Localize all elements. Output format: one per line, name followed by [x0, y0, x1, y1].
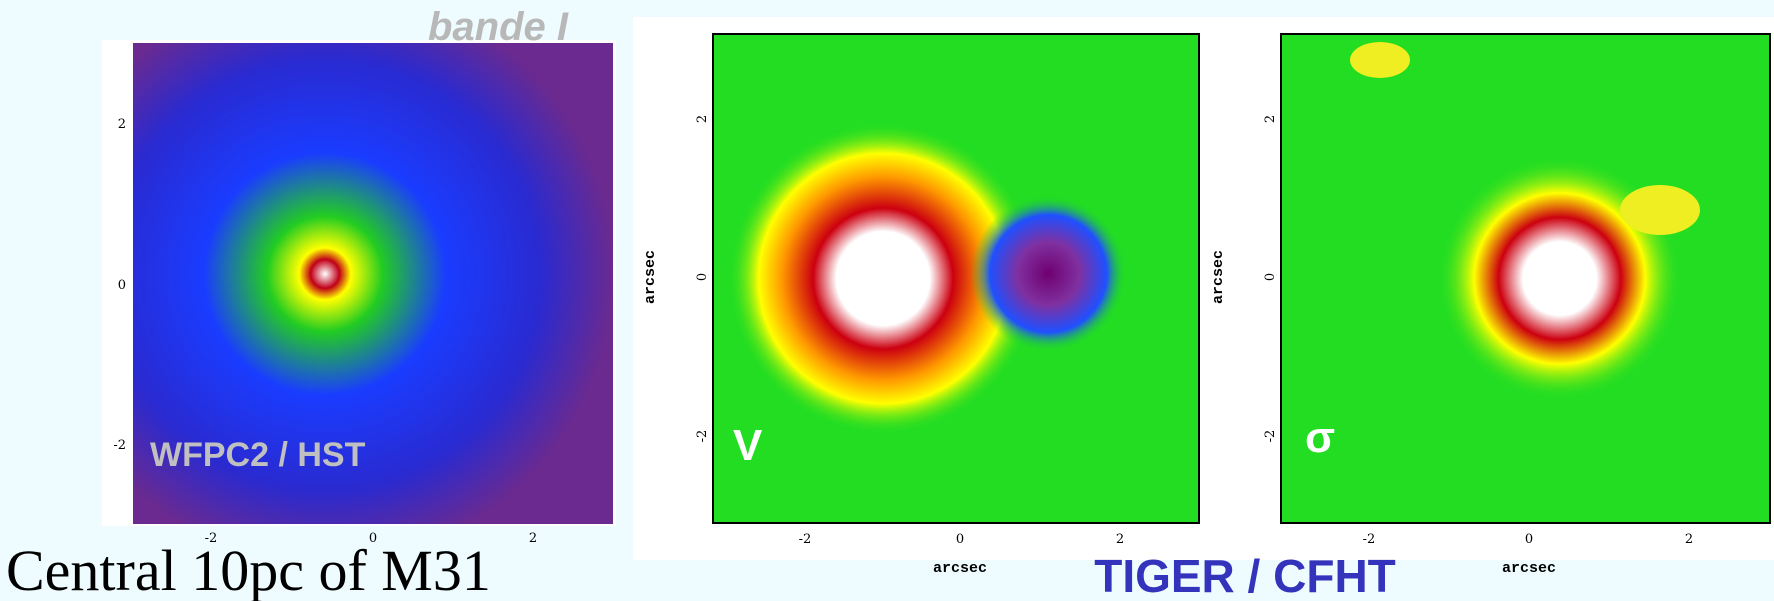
y-tick-label: 2 [695, 115, 710, 123]
x-tick-label: 2 [1116, 532, 1124, 547]
x-tick-label: -2 [799, 532, 812, 547]
panel-label: σ [1305, 413, 1335, 462]
y-tick-label: -2 [695, 430, 710, 443]
x-axis-label: arcsec [933, 560, 987, 577]
v-map-negative [713, 34, 1199, 523]
band-label: bande I [428, 5, 569, 49]
slide: bande I WFPC2 / HST 2 0 -2 -2 0 2 V 2 0 … [0, 0, 1774, 601]
y-axis-label: arcsec [642, 250, 659, 304]
x-tick-label: 0 [1525, 532, 1533, 547]
x-tick-label: 0 [956, 532, 964, 547]
panel-label: WFPC2 / HST [150, 436, 366, 474]
x-axis-label: arcsec [1502, 560, 1556, 577]
y-tick-label: -2 [1263, 430, 1278, 443]
x-tick-label: 2 [529, 531, 537, 546]
x-tick-label: -2 [1363, 532, 1376, 547]
sigma-map-peak [1281, 34, 1770, 523]
y-tick-label: 2 [118, 117, 126, 132]
y-tick-label: 0 [118, 278, 126, 293]
sigma-feature [1350, 42, 1410, 78]
y-tick-label: -2 [113, 438, 126, 453]
panel-label: V [733, 421, 763, 470]
y-tick-label: 2 [1263, 115, 1278, 123]
sigma-feature [1620, 185, 1700, 235]
instrument-label: TIGER / CFHT [1094, 550, 1396, 601]
y-axis-label: arcsec [1210, 250, 1227, 304]
y-tick-label: 0 [695, 273, 710, 281]
y-tick-label: 0 [1263, 273, 1278, 281]
x-tick-label: 2 [1685, 532, 1693, 547]
caption: Central 10pc of M31 [6, 538, 491, 601]
